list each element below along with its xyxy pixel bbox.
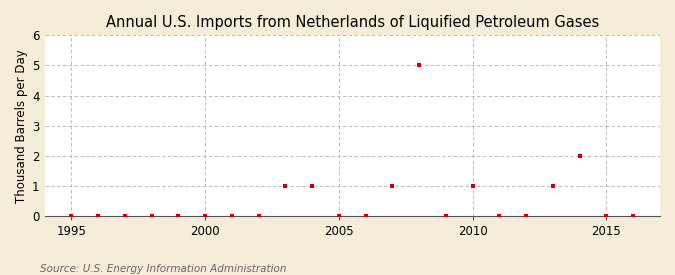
Point — [92, 214, 103, 218]
Point — [628, 214, 639, 218]
Point — [601, 214, 612, 218]
Point — [601, 214, 612, 218]
Point — [521, 214, 532, 218]
Point — [628, 214, 639, 218]
Point — [494, 214, 505, 218]
Point — [119, 214, 130, 218]
Point — [441, 214, 452, 218]
Point — [146, 214, 157, 218]
Point — [360, 214, 371, 218]
Point — [333, 214, 344, 218]
Point — [280, 184, 291, 188]
Point — [92, 214, 103, 218]
Point — [360, 214, 371, 218]
Y-axis label: Thousand Barrels per Day: Thousand Barrels per Day — [15, 49, 28, 202]
Point — [306, 184, 317, 188]
Point — [253, 214, 264, 218]
Title: Annual U.S. Imports from Netherlands of Liquified Petroleum Gases: Annual U.S. Imports from Netherlands of … — [106, 15, 599, 30]
Point — [226, 214, 237, 218]
Point — [521, 214, 532, 218]
Point — [414, 63, 425, 68]
Point — [441, 214, 452, 218]
Text: Source: U.S. Energy Information Administration: Source: U.S. Energy Information Administ… — [40, 264, 287, 274]
Point — [253, 214, 264, 218]
Point — [333, 214, 344, 218]
Point — [200, 214, 211, 218]
Point — [387, 184, 398, 188]
Point — [494, 214, 505, 218]
Point — [173, 214, 184, 218]
Point — [66, 214, 77, 218]
Point — [467, 184, 478, 188]
Point — [574, 153, 585, 158]
Point — [547, 184, 558, 188]
